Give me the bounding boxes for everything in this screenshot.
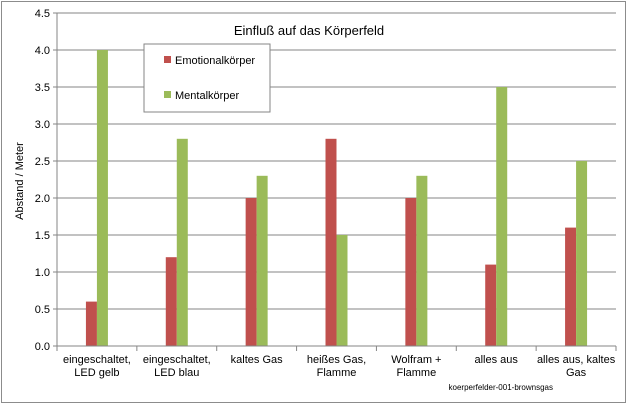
legend-swatch	[164, 91, 171, 98]
y-tick-label: 1.5	[35, 230, 50, 242]
chart-title: Einfluß auf das Körperfeld	[234, 23, 384, 38]
y-tick-label: 4.5	[35, 8, 50, 20]
legend: Emotionalkörper Mentalkörper	[143, 43, 271, 113]
bar	[565, 227, 577, 346]
x-tick-label-line: heißes Gas,	[307, 354, 366, 366]
axes	[53, 12, 617, 351]
legend-swatch	[164, 56, 171, 63]
x-tick-label: heißes Gas, Flamme	[307, 354, 366, 379]
x-tick-label-line: eingeschaltet,	[63, 354, 131, 366]
x-tick-label: kaltes Gas	[231, 354, 283, 366]
x-tick-label-line: alles aus, kaltes	[537, 354, 616, 366]
y-tick-label: 3.5	[35, 82, 50, 94]
x-tick-label-line: Wolfram +	[391, 354, 441, 366]
bar	[325, 138, 337, 346]
y-tick-label: 0.0	[35, 341, 50, 353]
bar	[405, 198, 417, 346]
legend-box	[143, 43, 271, 113]
bar	[165, 257, 177, 346]
x-tick-label: eingeschaltet, LED blau	[143, 354, 211, 379]
x-tick-label: alles aus	[475, 354, 519, 366]
legend-label: Mentalkörper	[175, 90, 240, 102]
bar	[485, 264, 497, 346]
x-tick-label-line: LED gelb	[74, 367, 119, 379]
bar	[336, 235, 348, 346]
x-tick-label-line: eingeschaltet,	[143, 354, 211, 366]
source-note: koerperfelder-001-brownsgas	[449, 383, 554, 392]
bar	[576, 161, 588, 346]
x-tick-label-line: alles aus	[475, 354, 519, 366]
bar	[416, 175, 428, 346]
y-tick-label: 2.5	[35, 156, 50, 168]
x-tick-label-line: Flamme	[396, 367, 436, 379]
bar	[496, 87, 508, 346]
y-tick-labels: 0.0 0.5 1.0 1.5 2.0 2.5 3.0 3.5 4.0 4.5	[35, 8, 50, 353]
y-axis-label: Abstand / Meter	[14, 142, 26, 220]
bar	[256, 175, 268, 346]
y-tick-label: 3.0	[35, 119, 50, 131]
x-tick-label: eingeschaltet, LED gelb	[63, 354, 131, 379]
bar	[245, 198, 257, 346]
x-tick-label-line: Flamme	[317, 367, 357, 379]
legend-label: Emotionalkörper	[175, 55, 255, 67]
x-tick-label-line: LED blau	[154, 367, 199, 379]
x-tick-label: Wolfram + Flamme	[391, 354, 441, 379]
x-tick-label-line: Gas	[566, 367, 587, 379]
x-tick-label: alles aus, kaltes Gas	[537, 354, 616, 379]
bar	[176, 138, 188, 346]
y-tick-label: 1.0	[35, 267, 50, 279]
y-tick-label: 2.0	[35, 193, 50, 205]
y-tick-label: 0.5	[35, 304, 50, 316]
bar	[85, 301, 97, 346]
bar	[96, 50, 108, 346]
bars	[85, 50, 588, 346]
y-tick-label: 4.0	[35, 45, 50, 57]
x-tick-label-line: kaltes Gas	[231, 354, 283, 366]
